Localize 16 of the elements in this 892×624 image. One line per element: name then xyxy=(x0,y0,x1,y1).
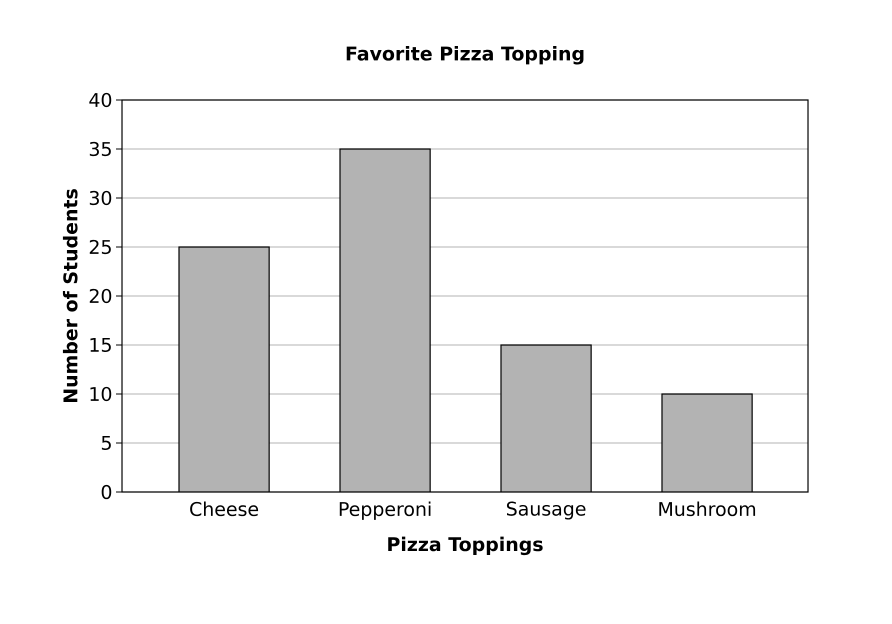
x-tick-label: Cheese xyxy=(190,502,258,516)
y-tick-label: 35 xyxy=(90,142,111,156)
y-tick-label: 5 xyxy=(102,436,111,450)
y-tick-label: 20 xyxy=(90,288,112,304)
x-axis-title: Pizza Toppings xyxy=(388,536,543,556)
y-tick-label: 15 xyxy=(90,338,111,352)
y-tick-label: 30 xyxy=(90,190,112,206)
chart-title: Favorite Pizza Topping xyxy=(346,46,584,64)
x-tick-label: Sausage xyxy=(506,502,586,520)
y-tick-label: 10 xyxy=(90,386,112,402)
y-tick-label: 0 xyxy=(102,484,112,500)
y-axis-title: Number of Students xyxy=(62,189,78,402)
x-tick-label: Pepperoni xyxy=(340,502,430,520)
y-tick-label: 25 xyxy=(90,240,111,254)
x-tick-label: Mushroom xyxy=(659,502,756,516)
y-tick-label: 40 xyxy=(89,92,112,108)
